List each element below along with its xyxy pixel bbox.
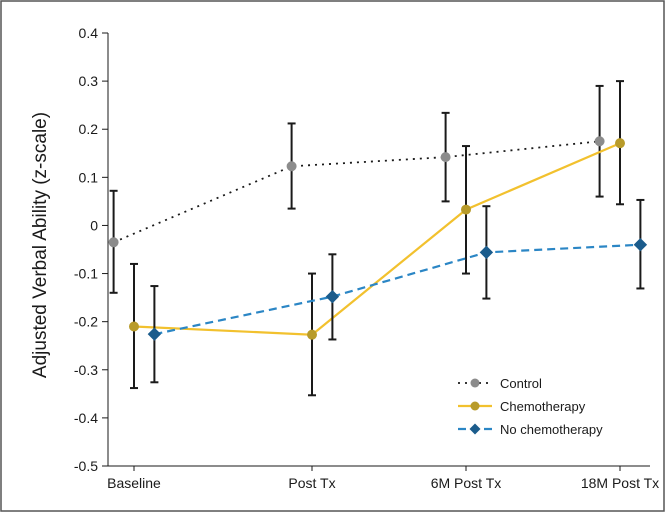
data-point: [325, 289, 340, 304]
x-tick-label: 18M Post Tx: [581, 475, 659, 491]
data-point: [479, 245, 494, 260]
y-tick-label: -0.1: [74, 266, 98, 282]
legend-label: Control: [500, 376, 542, 391]
plot-area: [108, 80, 648, 397]
legend-marker: [469, 423, 481, 435]
series-no-chemotherapy: [147, 198, 648, 384]
legend-label: No chemotherapy: [500, 422, 603, 437]
x-tick-label: 6M Post Tx: [431, 475, 502, 491]
data-point: [615, 138, 625, 149]
legend-marker: [470, 401, 480, 411]
y-tick-label: 0.2: [79, 121, 99, 137]
axes: -0.5 -0.4 -0.3 -0.2 -0.1 0 0.1 0.2 0.3 0.4 Baselin…: [74, 25, 659, 491]
legend-entry: Chemotherapy: [458, 399, 586, 414]
data-point: [307, 329, 317, 340]
data-point: [108, 237, 119, 248]
x-tick-label: Baseline: [107, 475, 161, 491]
y-tick-label: -0.4: [74, 410, 98, 426]
y-tick-label: 0.1: [79, 169, 99, 185]
legend-label: Chemotherapy: [500, 399, 586, 414]
legend-marker: [470, 378, 480, 388]
data-point: [461, 204, 471, 215]
series-line: [154, 243, 641, 336]
y-axis-title: Adjusted Verbal Ability (z-scale): [30, 112, 51, 378]
data-point: [286, 161, 297, 172]
y-tick-label: 0.4: [79, 25, 99, 41]
data-point: [633, 237, 648, 252]
y-tick-label: -0.3: [74, 362, 98, 378]
legend: Control Chemotherapy No chemotherapy: [458, 376, 603, 437]
x-tick-label: Post Tx: [288, 475, 335, 491]
data-point: [129, 321, 139, 332]
y-tick-label: -0.2: [74, 314, 98, 330]
data-point: [594, 136, 605, 147]
series-line: [133, 142, 621, 336]
y-tick-label: 0: [90, 217, 98, 233]
legend-entry: No chemotherapy: [458, 422, 603, 437]
data-point: [440, 152, 451, 163]
series-chemotherapy: [129, 80, 625, 397]
y-tick-label: -0.5: [74, 458, 98, 474]
y-tick-label: 0.3: [79, 73, 99, 89]
legend-entry: Control: [458, 376, 542, 391]
series-control: [108, 84, 605, 294]
data-point: [147, 327, 162, 341]
